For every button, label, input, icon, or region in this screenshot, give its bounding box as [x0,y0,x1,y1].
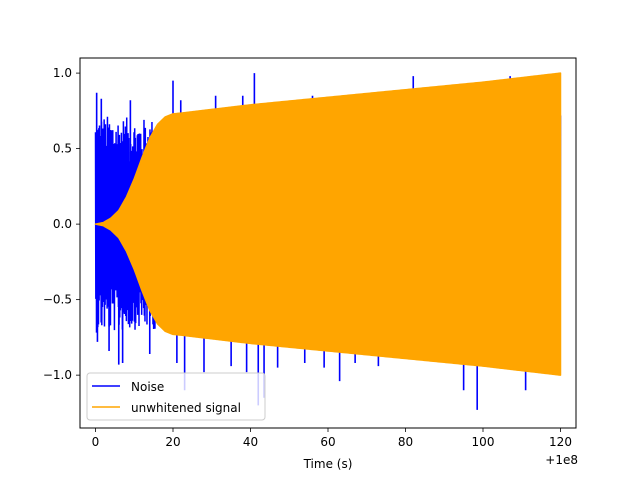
plot-content [94,72,562,410]
legend-label-unwhitened-signal: unwhitened signal [131,401,241,415]
x-tick-label: 40 [243,435,258,449]
y-tick-label: −0.5 [43,293,72,307]
x-axis-label: Time (s) [303,457,353,471]
legend-box [86,372,266,421]
legend-label-noise: Noise [131,380,164,394]
x-offset-label: +1e8 [545,453,578,467]
y-tick-label: −1.0 [43,368,72,382]
x-tick-label: 100 [472,435,495,449]
unwhitened-signal-line [94,72,562,376]
x-axis: 0 20 40 60 80 100 120 [92,428,572,449]
x-tick-label: 0 [92,435,100,449]
x-tick-label: 80 [398,435,413,449]
x-tick-label: 20 [165,435,180,449]
unwhitened-signal-series [94,72,562,376]
x-tick-label: 60 [320,435,335,449]
x-tick-label: 120 [549,435,572,449]
y-tick-label: 1.0 [53,66,72,80]
y-tick-label: 0.5 [53,142,72,156]
y-axis: −1.0 −0.5 0.0 0.5 1.0 [43,66,80,382]
legend: Noise unwhitened signal [86,372,266,421]
y-tick-label: 0.0 [53,217,72,231]
